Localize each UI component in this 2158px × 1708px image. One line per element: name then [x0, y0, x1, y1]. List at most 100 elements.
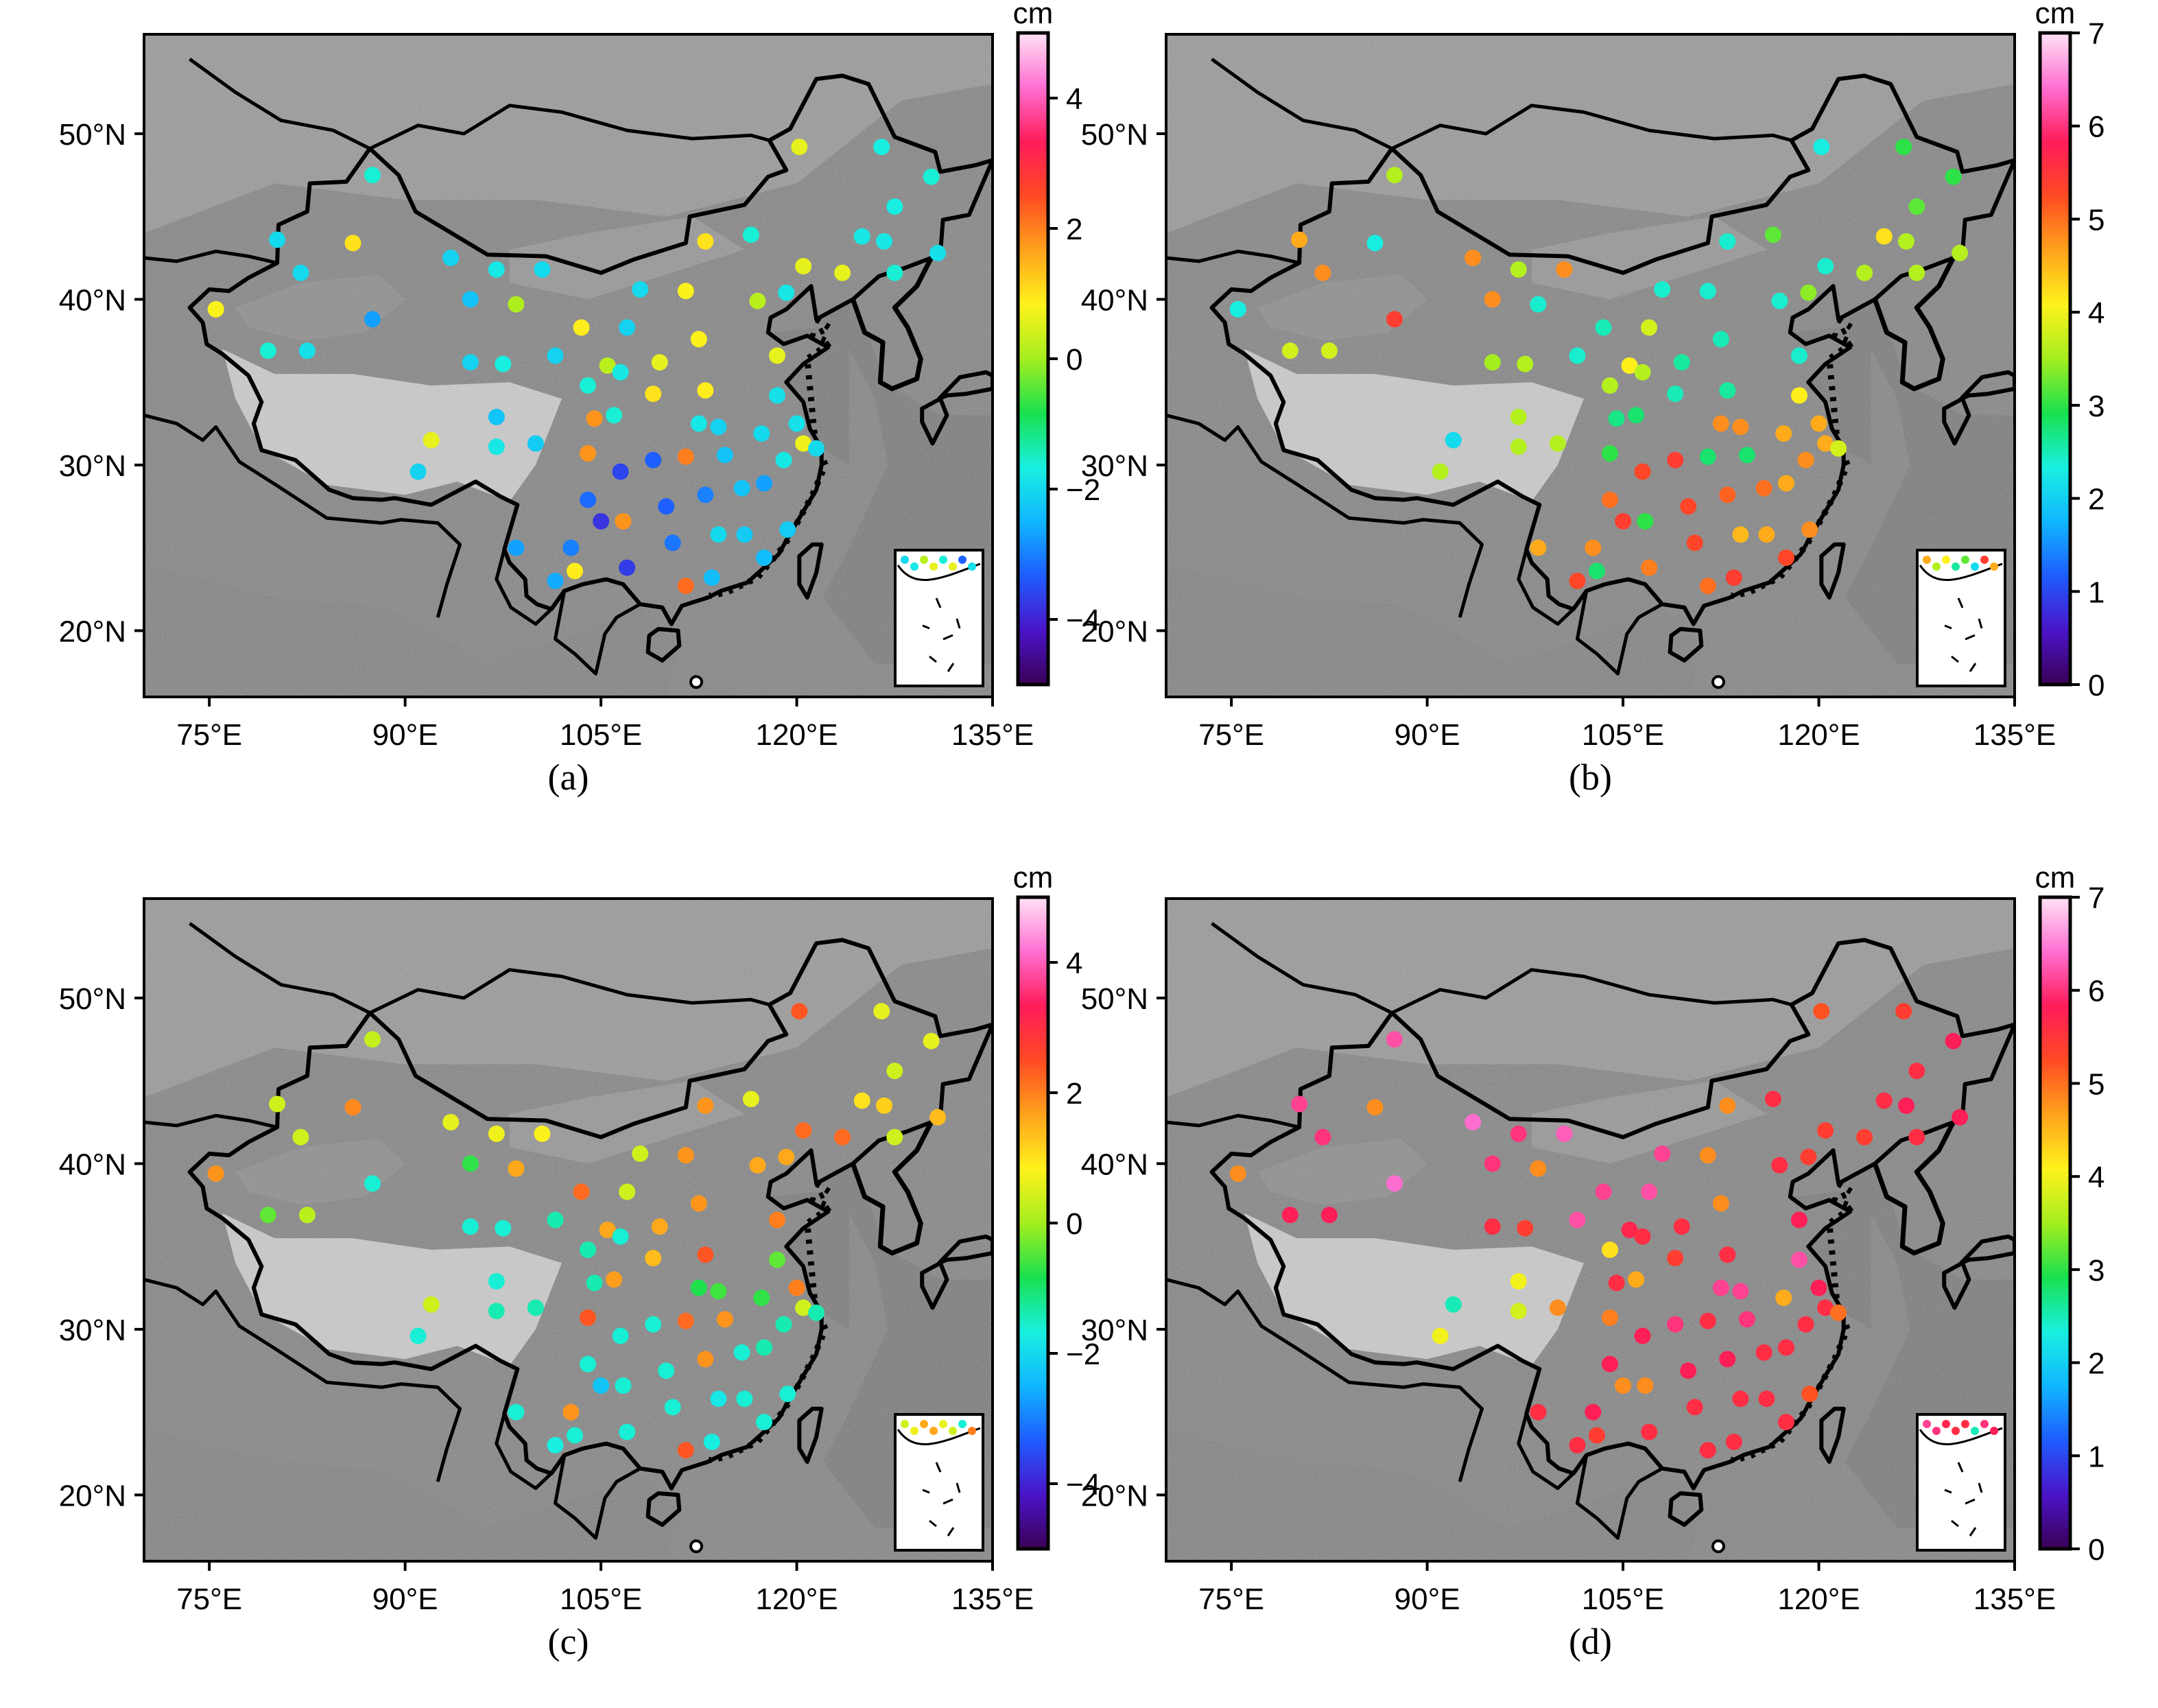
- station-marker: [619, 1183, 636, 1200]
- lon-axis: 75°E 90°E 105°E 120°E 135°E: [1198, 697, 2056, 752]
- island-station-marker: [1711, 675, 1725, 689]
- station-marker: [1908, 1128, 1925, 1146]
- yellow-sea: [1792, 324, 1871, 465]
- station-marker: [1778, 549, 1794, 567]
- station-marker: [1758, 526, 1775, 543]
- lon-tick-label: 75°E: [1198, 718, 1264, 752]
- lat-tick-label: 30°N: [59, 1314, 126, 1347]
- island-outline: [920, 1261, 949, 1310]
- station-marker: [1719, 1246, 1736, 1264]
- station-marker: [697, 1097, 714, 1114]
- station-marker: [923, 168, 940, 185]
- neighbor-border: [189, 922, 371, 1015]
- station-marker: [1556, 261, 1573, 278]
- station-marker: [269, 1095, 286, 1113]
- colorbar-tick-label: 0: [2088, 669, 2104, 702]
- station-marker: [1699, 1312, 1716, 1329]
- station-marker: [1712, 331, 1729, 348]
- station-marker: [1764, 1091, 1781, 1108]
- station-marker: [716, 447, 733, 464]
- inset-station-marker: [1932, 562, 1941, 571]
- southern-lowlands: [144, 564, 680, 697]
- station-marker: [756, 475, 772, 492]
- station-marker: [736, 1390, 753, 1408]
- station-marker: [508, 539, 525, 556]
- northern-highlands: [1166, 899, 2015, 1098]
- station-marker: [1595, 1183, 1612, 1200]
- lon-tick-label: 75°E: [176, 1582, 242, 1616]
- station-marker: [364, 167, 381, 184]
- coastline-detail: [709, 316, 834, 600]
- lat-tick-label: 20°N: [1081, 1479, 1148, 1513]
- inset-station-marker: [958, 556, 967, 564]
- station-marker: [593, 1377, 610, 1394]
- lat-tick-label: 40°N: [59, 1148, 126, 1181]
- station-marker: [1569, 1436, 1586, 1454]
- colorbar-tick-label: 4: [1066, 82, 1082, 116]
- island-outline: [797, 542, 824, 600]
- station-marker: [853, 228, 870, 245]
- station-marker: [742, 1091, 759, 1108]
- station-marker: [710, 526, 727, 543]
- korea-coast: [851, 257, 934, 392]
- station-marker: [1530, 539, 1547, 556]
- station-marker: [795, 258, 812, 275]
- station-marker: [1725, 1434, 1742, 1451]
- station-marker: [1281, 1207, 1299, 1224]
- station-marker: [733, 479, 750, 497]
- station-layer: [207, 1003, 947, 1554]
- station-marker: [547, 572, 564, 589]
- island-outline: [1668, 627, 1704, 663]
- station-marker: [1738, 1311, 1755, 1328]
- yellow-sea: [1792, 1188, 1871, 1329]
- lon-tick-label: 120°E: [1777, 718, 1860, 752]
- station-marker: [207, 300, 224, 318]
- inset-station-marker: [929, 562, 938, 571]
- station-marker: [1699, 448, 1716, 465]
- station-marker: [547, 1436, 564, 1454]
- station-marker: [1549, 1299, 1566, 1316]
- station-marker: [1830, 440, 1847, 457]
- inset-map: [1916, 1413, 2006, 1552]
- colorbar: cm 0 1 2 3 4 5 6 7: [2035, 0, 2105, 702]
- lat-tick-label: 40°N: [1081, 283, 1148, 317]
- island-outline: [645, 1491, 682, 1527]
- shaded-relief: [1166, 34, 2015, 697]
- station-marker: [632, 281, 649, 298]
- station-marker: [580, 1309, 596, 1326]
- map-area: [1166, 34, 2015, 697]
- station-marker: [749, 1157, 766, 1174]
- station-marker: [1634, 364, 1651, 381]
- station-layer: [1229, 139, 1969, 689]
- station-marker: [442, 250, 460, 266]
- station-marker: [886, 264, 903, 281]
- station-marker: [1712, 415, 1729, 432]
- station-marker: [488, 408, 505, 425]
- station-marker: [573, 1183, 590, 1200]
- map-area: [144, 34, 993, 697]
- station-marker: [1875, 228, 1893, 245]
- station-marker: [462, 291, 479, 308]
- inset-station-marker: [1961, 556, 1969, 564]
- station-marker: [1602, 491, 1618, 508]
- lat-tick-label: 40°N: [59, 283, 126, 317]
- station-marker: [1291, 231, 1308, 248]
- colorbar: cm −4 −2 0 2 4: [1013, 861, 1100, 1551]
- station-marker: [1755, 479, 1772, 497]
- station-marker: [1517, 1220, 1534, 1237]
- inset-station-marker: [1990, 1427, 1998, 1435]
- colorbar-tick-label: 7: [2088, 881, 2104, 915]
- colorbar-tick-label: 7: [2088, 17, 2104, 51]
- station-marker: [1608, 410, 1625, 427]
- station-marker: [1719, 1351, 1736, 1368]
- station-marker: [606, 1271, 623, 1288]
- coastline-detail: [709, 1181, 834, 1464]
- station-marker: [1608, 1274, 1625, 1292]
- station-marker: [612, 1327, 629, 1344]
- inset-station-marker: [1942, 1420, 1950, 1428]
- station-marker: [690, 1195, 707, 1212]
- station-marker: [1530, 1160, 1547, 1177]
- station-marker: [1445, 431, 1462, 449]
- map-frame: [1165, 33, 2016, 698]
- station-marker: [756, 1414, 772, 1431]
